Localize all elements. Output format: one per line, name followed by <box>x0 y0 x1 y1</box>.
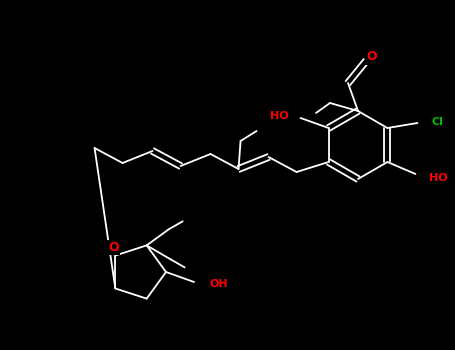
Text: O: O <box>108 241 119 254</box>
Text: OH: OH <box>210 279 228 289</box>
Text: Cl: Cl <box>431 117 443 127</box>
Text: HO: HO <box>270 111 288 121</box>
Text: HO: HO <box>430 173 448 183</box>
Text: O: O <box>367 50 377 63</box>
